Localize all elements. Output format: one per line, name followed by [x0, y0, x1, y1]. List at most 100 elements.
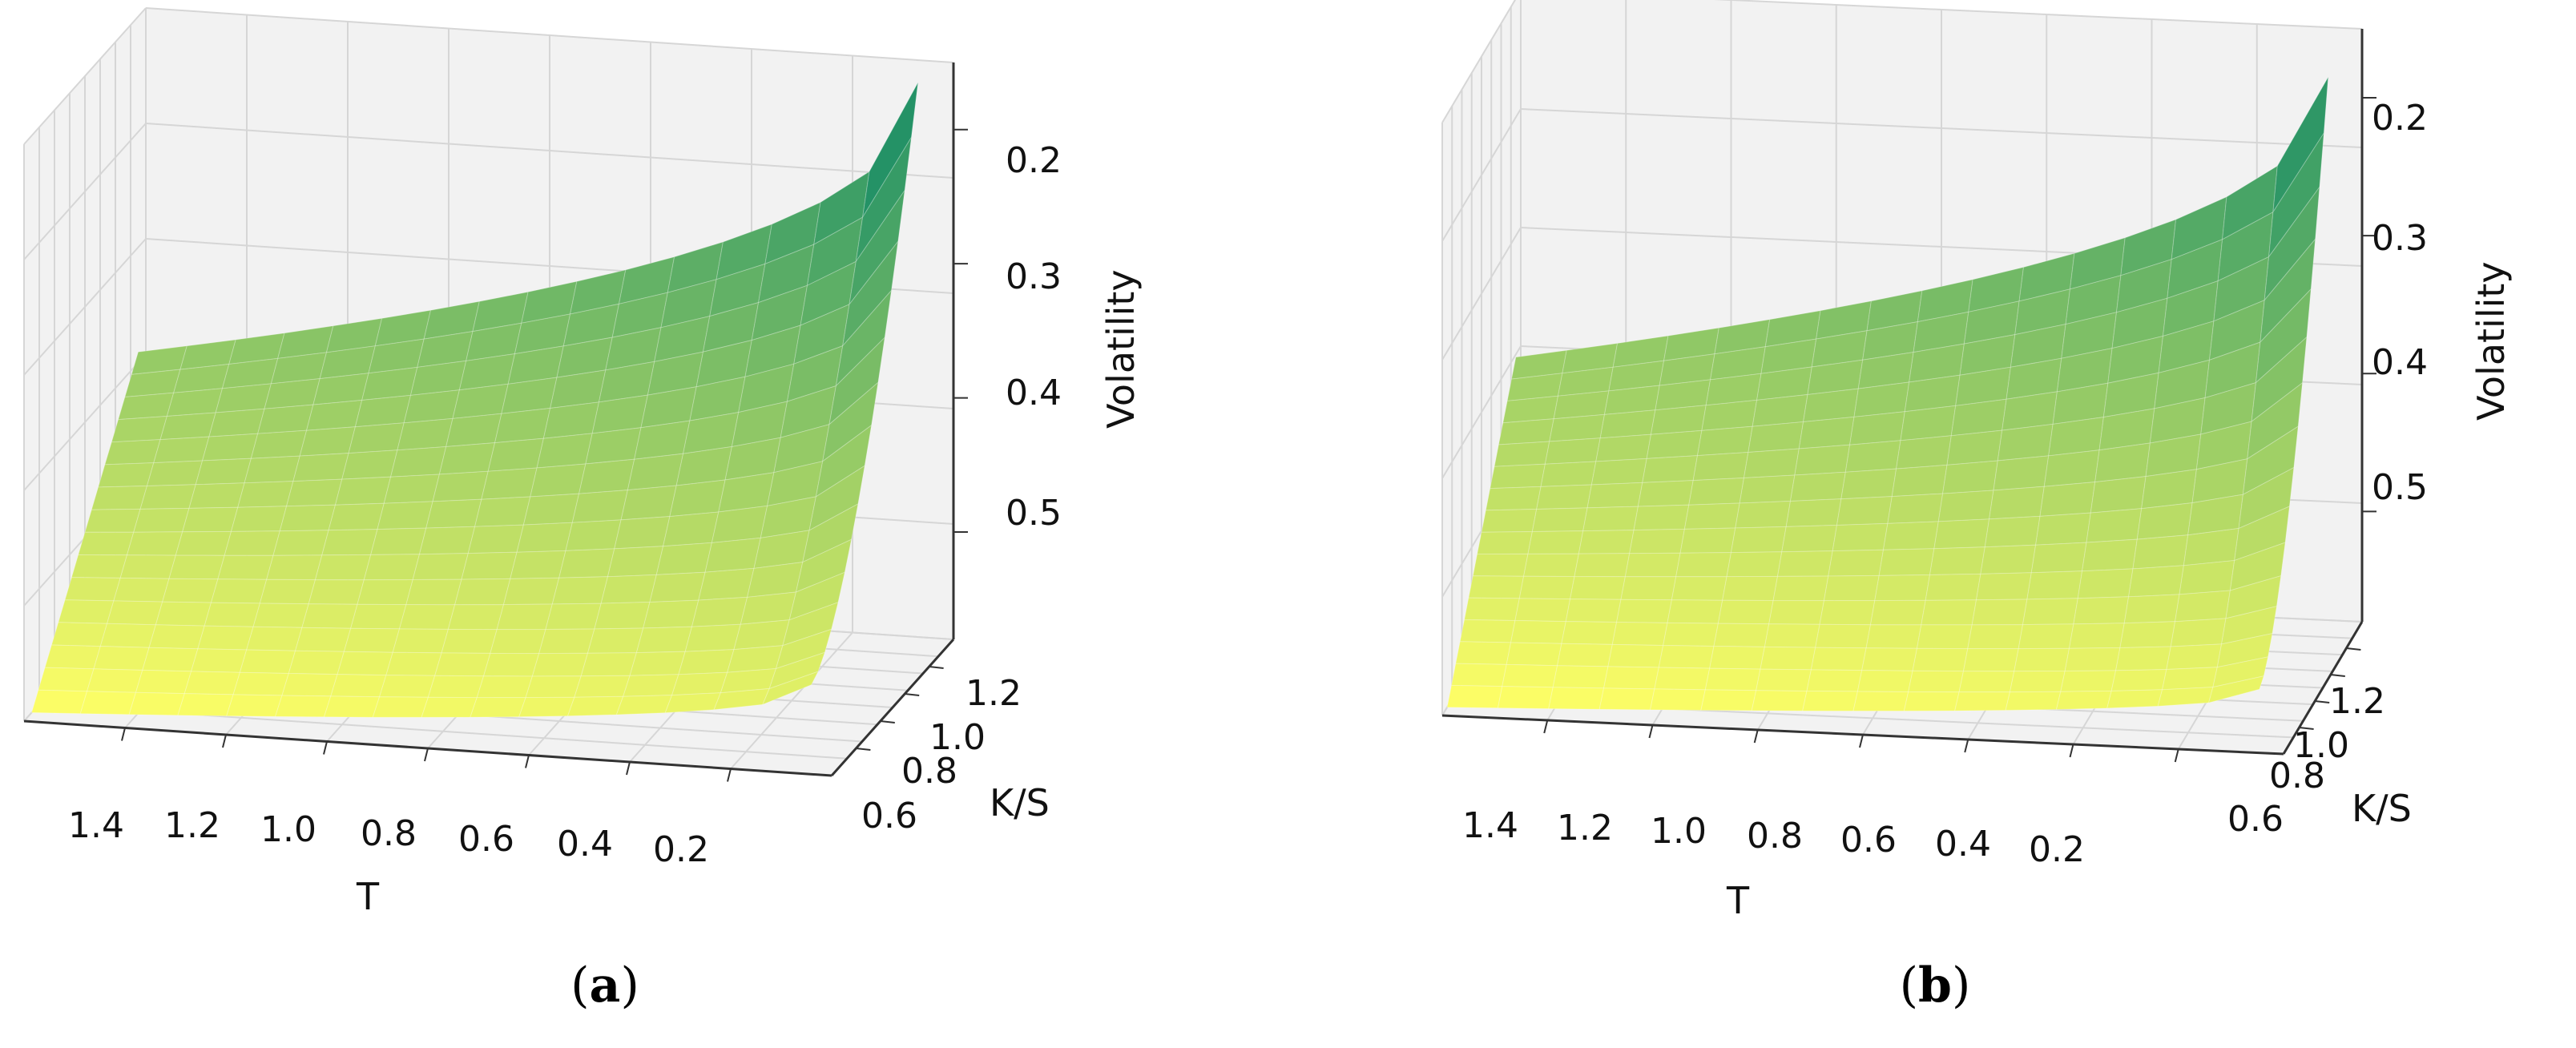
surface-facet: [627, 453, 684, 491]
surface-facet: [1789, 471, 1846, 502]
surface-facet: [1527, 530, 1584, 554]
surface-facet: [2086, 508, 2143, 543]
surface-facet: [1565, 599, 1622, 623]
surface-facet: [232, 671, 289, 696]
x-tick-mark: [2174, 748, 2179, 763]
x-tick: 1.4: [68, 805, 124, 846]
surface-facet: [1549, 413, 1606, 442]
surface-facet: [574, 675, 631, 698]
surface-facet: [538, 628, 595, 655]
surface-facet: [470, 697, 526, 718]
surface-facet: [1971, 599, 2028, 626]
surface-facet: [71, 554, 128, 578]
surface-facet: [1878, 548, 1935, 576]
surface-facet: [1823, 574, 1880, 602]
surface-facet: [224, 530, 280, 556]
surface-facet: [607, 546, 664, 578]
surface-facet: [398, 604, 456, 630]
surface-facet: [1921, 599, 1977, 626]
surface-facet: [201, 433, 259, 462]
surface-facet: [711, 505, 768, 543]
x-tick: 0.8: [361, 813, 417, 854]
y-tick: 0.6: [861, 796, 917, 836]
surface-facet: [494, 407, 551, 444]
surface-facet: [2128, 565, 2184, 598]
surface-facet: [1671, 576, 1727, 601]
surface-facet: [343, 627, 401, 653]
surface-facet: [350, 603, 407, 630]
surface-facet: [1967, 624, 2024, 650]
surface-facet: [704, 537, 761, 573]
surface-facet: [1650, 405, 1707, 435]
surface-facet: [1760, 646, 1816, 671]
surface-facet: [183, 671, 241, 695]
surface-facet: [305, 399, 363, 431]
surface-facet: [1903, 691, 1960, 711]
surface-facet: [698, 567, 755, 601]
surface-facet: [2073, 596, 2130, 625]
surface-facet: [441, 628, 498, 654]
surface-facet: [1642, 455, 1699, 483]
surface-facet: [1891, 464, 1948, 498]
surface-facet: [1916, 624, 1973, 650]
y-tick-mark: [2346, 647, 2361, 651]
surface-facet: [1472, 553, 1529, 577]
surface-facet: [678, 649, 735, 675]
surface-facet: [1908, 670, 1965, 693]
surface-facet: [1925, 573, 1981, 601]
surface-facet: [516, 522, 573, 553]
surface-facet: [1582, 506, 1639, 532]
surface-plot-b: 1.4 1.2 1.0 0.8 0.6 0.4 0.2 0.6 0.8 1.0 …: [1441, 0, 2513, 922]
surface-facet: [2026, 570, 2083, 600]
surface-facet: [1552, 665, 1609, 689]
surface-facet: [587, 627, 644, 654]
surface-facet: [1649, 688, 1706, 711]
surface-facet: [518, 696, 575, 718]
surface-facet: [1561, 621, 1618, 645]
surface-facet: [571, 490, 629, 523]
surface-facet: [1748, 421, 1804, 453]
surface-facet: [418, 526, 476, 555]
surface-facet: [447, 604, 505, 631]
surface-facet: [321, 529, 378, 556]
surface-facet: [2225, 575, 2282, 619]
surface-facet: [334, 476, 392, 506]
caption-a: (a): [570, 957, 639, 1014]
surface-facet: [614, 516, 671, 550]
surface-facet: [1455, 641, 1512, 665]
surface-facet: [279, 504, 337, 532]
surface-facet: [357, 578, 413, 606]
surface-facet: [252, 603, 309, 628]
surface-facet: [530, 463, 587, 498]
grid-line: [1520, 108, 2363, 148]
surface-facet: [1912, 647, 1969, 672]
y-tick: 1.2: [965, 673, 1022, 714]
surface-facet: [585, 427, 642, 465]
surface-facet: [565, 519, 622, 551]
grid-line: [1441, 227, 1522, 361]
x-tick: 0.4: [557, 824, 613, 865]
surface-facet: [1692, 451, 1749, 482]
caption-b: (b): [1899, 957, 1971, 1014]
surface-facet: [849, 190, 905, 305]
surface-facet: [210, 578, 268, 604]
surface-facet: [1840, 468, 1897, 500]
surface-facet: [135, 669, 192, 695]
surface-facet: [1481, 508, 1538, 533]
surface-facet: [600, 574, 657, 604]
x-tick-mark: [2069, 744, 2074, 758]
surface-facet: [1569, 575, 1627, 600]
surface-facet: [2022, 598, 2078, 626]
surface-facet: [2043, 449, 2100, 487]
x-tick-mark: [727, 768, 732, 782]
y-tick-mark: [2315, 700, 2330, 703]
surface-facet: [168, 554, 225, 580]
surface-facet: [481, 467, 538, 500]
surface-facet: [292, 453, 349, 482]
surface-facet: [1785, 498, 1842, 527]
x-tick-mark: [1859, 734, 1864, 748]
surface-facet: [2212, 656, 2269, 688]
y-tick: 0.8: [901, 751, 957, 792]
surface-facet: [821, 381, 879, 462]
surface-facet: [643, 599, 699, 629]
